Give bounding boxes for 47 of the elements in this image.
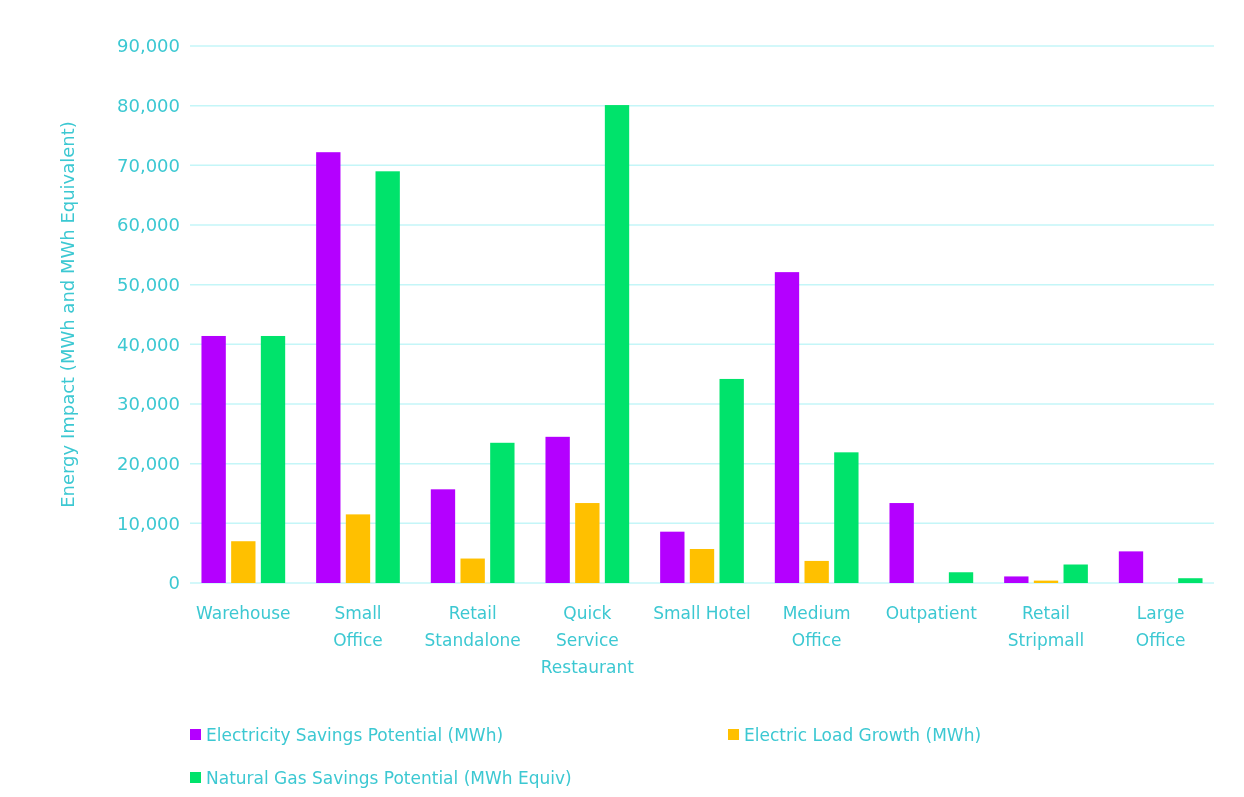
- bar: [689, 548, 715, 583]
- y-tick-label: 0: [168, 572, 180, 594]
- bar: [316, 152, 341, 583]
- bar: [231, 541, 256, 583]
- bar: [719, 378, 744, 583]
- y-tick-label: 50,000: [117, 273, 180, 295]
- bar: [260, 335, 286, 583]
- x-tick-label: Small Hotel: [653, 603, 751, 623]
- x-tick-label: Warehouse: [196, 603, 291, 623]
- y-axis-title: Energy Impact (MWh and MWh Equivalent): [57, 121, 78, 508]
- x-tick-label: Medium Office: [782, 603, 851, 650]
- legend-label: Electric Load Growth (MWh): [744, 724, 982, 745]
- bar: [604, 105, 630, 583]
- bar: [575, 503, 600, 583]
- bar: [660, 531, 685, 583]
- bar: [1118, 551, 1144, 583]
- bar: [345, 514, 371, 583]
- bar: [804, 560, 829, 583]
- bar: [375, 171, 400, 583]
- bar: [948, 572, 974, 583]
- legend-label: Electricity Savings Potential (MWh): [206, 724, 504, 745]
- y-tick-label: 60,000: [117, 214, 180, 236]
- x-tick-label: Outpatient: [885, 603, 978, 623]
- y-tick-label: 40,000: [117, 333, 180, 355]
- bar: [460, 558, 485, 583]
- y-tick-label: 10,000: [117, 512, 180, 534]
- bar: [1004, 576, 1029, 583]
- y-tick-label: 80,000: [117, 94, 180, 116]
- bar: [1178, 578, 1203, 583]
- legend-label: Natural Gas Savings Potential (MWh Equiv): [206, 767, 572, 788]
- bar: [774, 272, 800, 583]
- x-tick-label: Quick Service Restaurant: [540, 603, 635, 677]
- bar: [490, 442, 515, 583]
- x-tick-label: Small Office: [333, 603, 383, 650]
- y-tick-label: 20,000: [117, 452, 180, 474]
- bar: [545, 436, 570, 583]
- bar: [201, 335, 226, 583]
- x-tick-label: Retail Stripmall: [1007, 603, 1085, 650]
- x-tick-label: Retail Standalone: [424, 603, 521, 650]
- x-tick-label: Large Office: [1135, 603, 1186, 650]
- bar: [834, 452, 859, 583]
- bar: [1063, 564, 1088, 583]
- y-tick-label: 70,000: [117, 154, 180, 176]
- y-tick-label: 30,000: [117, 393, 180, 415]
- bar: [889, 503, 914, 583]
- y-tick-label: 90,000: [117, 35, 180, 57]
- bar: [430, 489, 456, 583]
